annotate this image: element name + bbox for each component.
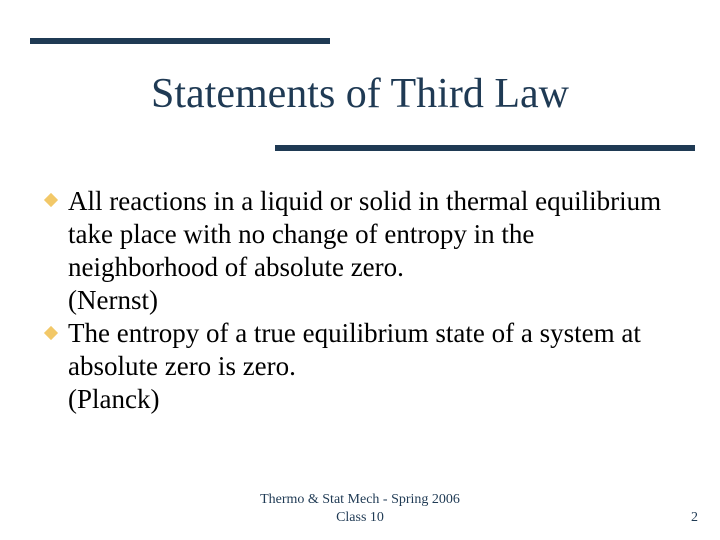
decorative-rule-bottom [275,145,695,151]
bullet-diamond-icon [44,326,58,340]
decorative-rule-top [30,38,330,44]
slide-title: Statements of Third Law [0,70,720,118]
statement-attribution: (Nernst) [68,284,668,317]
slide: Statements of Third Law All reactions in… [0,0,720,540]
statement-text: The entropy of a true equilibrium state … [68,317,668,383]
footer-line-2: Class 10 [0,509,720,527]
statement-attribution: (Planck) [68,383,668,416]
statement-text: All reactions in a liquid or solid in th… [68,185,668,284]
slide-footer: Thermo & Stat Mech - Spring 2006 Class 1… [0,491,720,526]
page-number: 2 [691,510,698,526]
footer-line-1: Thermo & Stat Mech - Spring 2006 [0,491,720,509]
bullet-diamond-icon [44,193,58,207]
slide-body: All reactions in a liquid or solid in th… [68,185,668,416]
